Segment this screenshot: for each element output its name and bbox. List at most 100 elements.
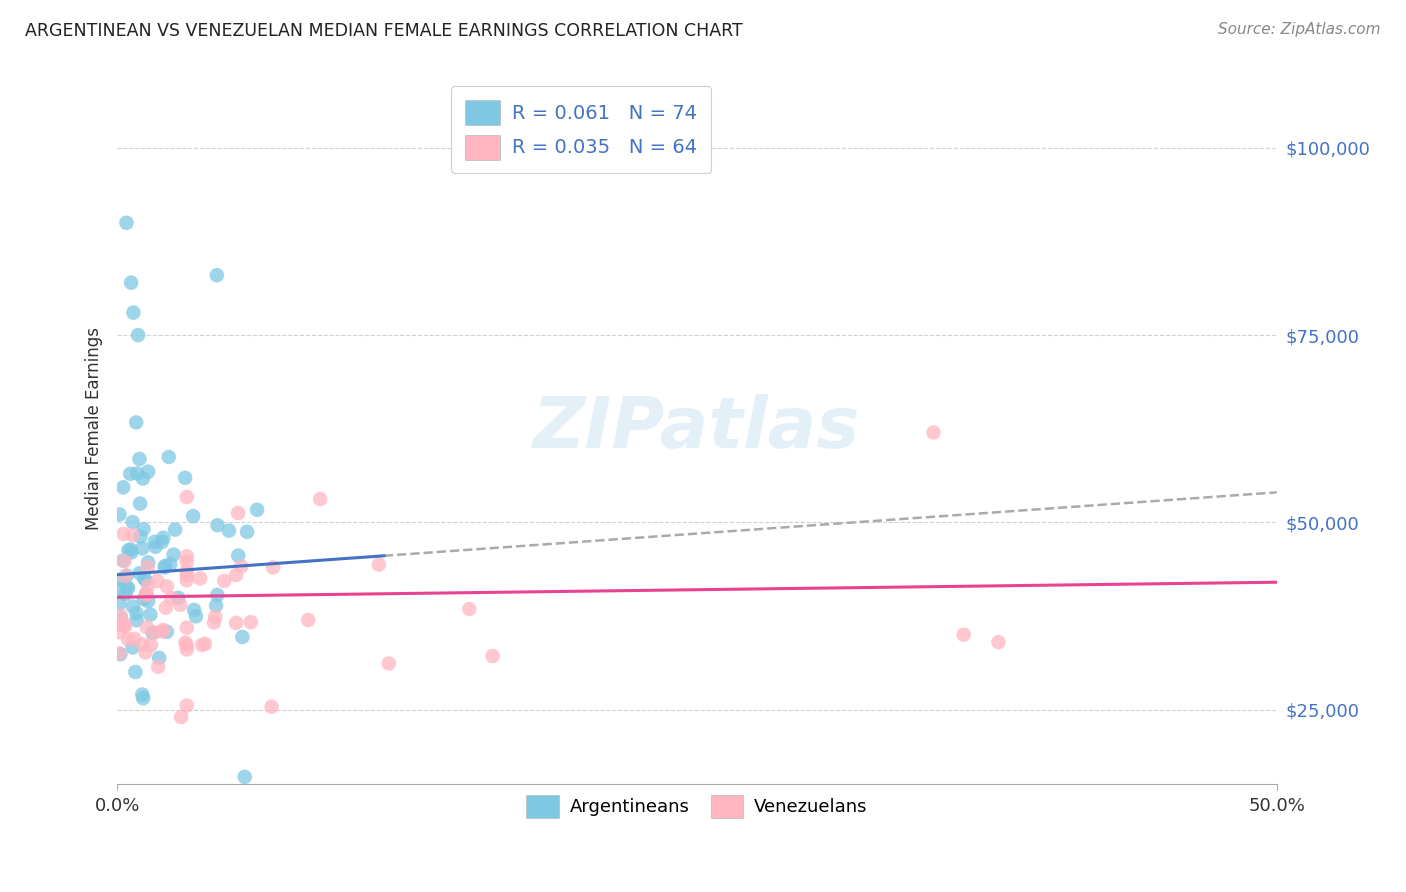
Point: [132, 592, 155, 607]
Point: [176, 638, 198, 652]
Point: [176, 549, 198, 564]
Point: [226, 549, 249, 563]
Point: [110, 608, 132, 623]
Point: [125, 416, 148, 430]
Point: [117, 543, 139, 558]
Point: [121, 515, 143, 529]
Point: [181, 509, 204, 524]
Point: [176, 490, 198, 504]
Point: [156, 579, 179, 593]
Point: [367, 558, 389, 572]
Point: [176, 564, 198, 578]
Point: [124, 665, 146, 679]
Point: [142, 626, 165, 640]
Point: [152, 623, 174, 637]
Point: [143, 534, 166, 549]
Point: [218, 524, 240, 538]
Point: [204, 610, 226, 624]
Text: ZIPatlas: ZIPatlas: [533, 394, 860, 463]
Point: [122, 599, 145, 614]
Point: [225, 568, 247, 582]
Point: [110, 611, 132, 625]
Point: [108, 597, 131, 611]
Point: [108, 614, 131, 628]
Point: [132, 472, 155, 486]
Text: Source: ZipAtlas.com: Source: ZipAtlas.com: [1218, 22, 1381, 37]
Point: [136, 559, 159, 574]
Point: [114, 587, 136, 601]
Point: [125, 613, 148, 627]
Point: [176, 642, 198, 657]
Point: [378, 657, 401, 671]
Point: [124, 632, 146, 646]
Point: [458, 602, 481, 616]
Point: [125, 606, 148, 620]
Point: [146, 660, 169, 674]
Point: [115, 581, 138, 595]
Point: [114, 619, 136, 633]
Point: [231, 559, 253, 574]
Point: [117, 632, 139, 647]
Point: [191, 638, 214, 652]
Point: [136, 579, 159, 593]
Point: [205, 268, 228, 282]
Point: [128, 566, 150, 581]
Point: [188, 571, 211, 585]
Point: [120, 545, 142, 559]
Point: [194, 637, 217, 651]
Point: [110, 618, 132, 632]
Point: [127, 467, 149, 481]
Point: [157, 450, 180, 464]
Point: [176, 574, 198, 588]
Legend: Argentineans, Venezuelans: Argentineans, Venezuelans: [519, 788, 875, 825]
Point: [214, 574, 236, 588]
Point: [239, 615, 262, 629]
Point: [246, 502, 269, 516]
Point: [148, 651, 170, 665]
Point: [120, 542, 142, 557]
Point: [143, 625, 166, 640]
Point: [135, 620, 157, 634]
Point: [112, 527, 135, 541]
Point: [112, 480, 135, 494]
Point: [145, 540, 167, 554]
Point: [108, 508, 131, 522]
Point: [170, 710, 193, 724]
Point: [108, 646, 131, 660]
Point: [114, 569, 136, 583]
Point: [233, 770, 256, 784]
Point: [309, 491, 332, 506]
Point: [136, 556, 159, 570]
Point: [134, 645, 156, 659]
Point: [231, 630, 253, 644]
Point: [136, 465, 159, 479]
Point: [132, 522, 155, 536]
Point: [108, 582, 131, 596]
Point: [176, 568, 198, 582]
Point: [135, 587, 157, 601]
Point: [922, 425, 945, 440]
Point: [183, 603, 205, 617]
Point: [120, 467, 142, 481]
Point: [122, 305, 145, 319]
Point: [108, 573, 131, 587]
Point: [162, 548, 184, 562]
Point: [165, 523, 187, 537]
Point: [207, 518, 229, 533]
Point: [225, 615, 247, 630]
Point: [139, 607, 162, 622]
Point: [205, 599, 228, 613]
Point: [135, 587, 157, 601]
Point: [135, 588, 157, 602]
Point: [176, 555, 198, 569]
Point: [136, 594, 159, 608]
Point: [121, 528, 143, 542]
Point: [260, 699, 283, 714]
Point: [174, 471, 197, 485]
Point: [139, 638, 162, 652]
Point: [134, 572, 156, 586]
Point: [236, 524, 259, 539]
Text: ARGENTINEAN VS VENEZUELAN MEDIAN FEMALE EARNINGS CORRELATION CHART: ARGENTINEAN VS VENEZUELAN MEDIAN FEMALE …: [25, 22, 742, 40]
Point: [159, 557, 181, 571]
Point: [110, 647, 132, 661]
